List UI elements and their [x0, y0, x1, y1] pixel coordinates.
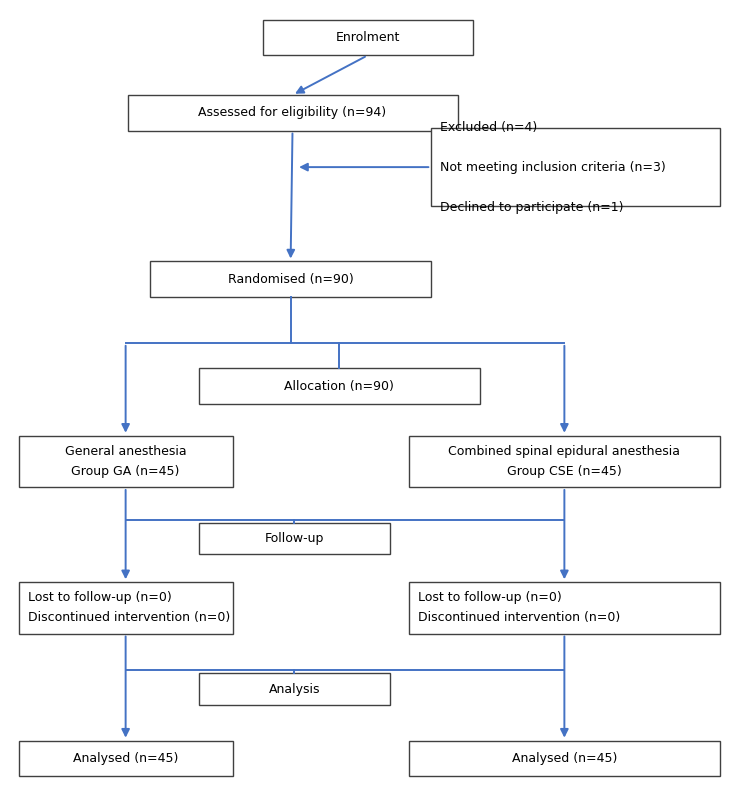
- Text: Follow-up: Follow-up: [265, 532, 324, 545]
- Text: Lost to follow-up (n=0)
Discontinued intervention (n=0): Lost to follow-up (n=0) Discontinued int…: [418, 592, 620, 624]
- Text: Assessed for eligibility (n=94): Assessed for eligibility (n=94): [199, 106, 386, 120]
- Text: Analysed (n=45): Analysed (n=45): [73, 752, 178, 765]
- Text: Combined spinal epidural anesthesia
Group CSE (n=45): Combined spinal epidural anesthesia Grou…: [448, 445, 680, 478]
- FancyBboxPatch shape: [19, 436, 232, 487]
- FancyBboxPatch shape: [409, 436, 720, 487]
- Text: Excluded (n=4)

Not meeting inclusion criteria (n=3)

Declined to participate (n: Excluded (n=4) Not meeting inclusion cri…: [440, 120, 666, 214]
- FancyBboxPatch shape: [19, 741, 232, 776]
- FancyBboxPatch shape: [199, 368, 480, 404]
- FancyBboxPatch shape: [150, 261, 431, 297]
- Text: Analysed (n=45): Analysed (n=45): [512, 752, 617, 765]
- Text: Enrolment: Enrolment: [335, 31, 400, 44]
- FancyBboxPatch shape: [431, 128, 720, 206]
- Text: Allocation (n=90): Allocation (n=90): [284, 379, 394, 393]
- FancyBboxPatch shape: [409, 741, 720, 776]
- FancyBboxPatch shape: [199, 673, 390, 705]
- Text: Lost to follow-up (n=0)
Discontinued intervention (n=0): Lost to follow-up (n=0) Discontinued int…: [28, 592, 230, 624]
- FancyBboxPatch shape: [199, 523, 390, 554]
- Text: Randomised (n=90): Randomised (n=90): [228, 272, 353, 286]
- FancyBboxPatch shape: [128, 95, 457, 131]
- Text: Analysis: Analysis: [268, 683, 320, 695]
- Text: General anesthesia
Group GA (n=45): General anesthesia Group GA (n=45): [64, 445, 187, 478]
- FancyBboxPatch shape: [262, 20, 472, 55]
- FancyBboxPatch shape: [19, 582, 232, 634]
- FancyBboxPatch shape: [409, 582, 720, 634]
